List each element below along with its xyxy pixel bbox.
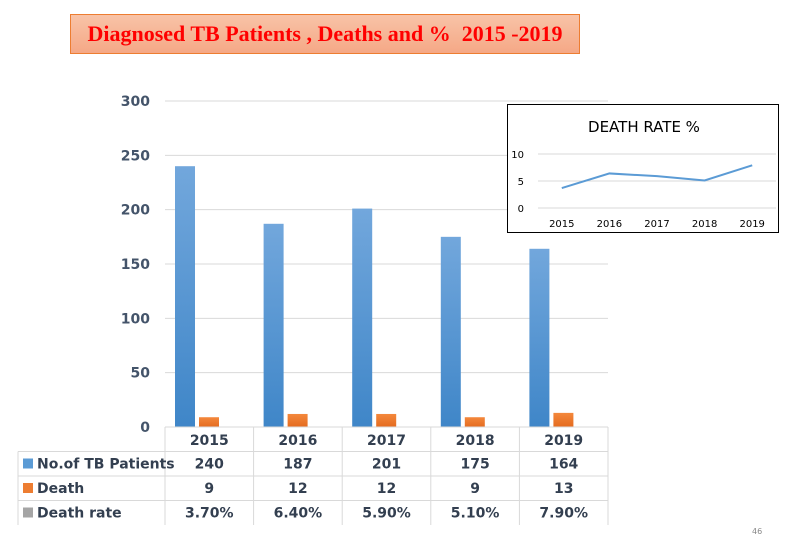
y-tick-label: 200 [121, 203, 150, 219]
y-tick-label: 50 [131, 366, 151, 382]
inset-y-tick-label: 0 [518, 204, 524, 215]
y-tick-label: 300 [121, 94, 150, 110]
y-tick-label: 250 [121, 148, 150, 164]
table-cell-value: 5.10% [451, 506, 500, 522]
inset-x-tick-label: 2019 [739, 219, 764, 230]
inset-y-tick-label: 5 [518, 177, 524, 188]
bar-patients [440, 236, 461, 427]
x-category-label: 2019 [544, 433, 583, 449]
x-category-label: 2018 [456, 433, 495, 449]
bar-death [376, 413, 397, 427]
table-cell-value: 12 [288, 481, 307, 497]
y-tick-label: 100 [121, 311, 150, 327]
x-category-label: 2017 [367, 433, 406, 449]
bar-patients [263, 223, 284, 427]
table-cell-value: 187 [283, 457, 312, 473]
title-banner: Diagnosed TB Patients , Deaths and % 201… [70, 14, 580, 54]
bar-death [287, 413, 308, 427]
table-cell-value: 7.90% [539, 506, 588, 522]
y-tick-label: 150 [121, 257, 150, 273]
x-category-label: 2015 [190, 433, 229, 449]
legend-label: No.of TB Patients [37, 457, 175, 473]
bar-death [464, 417, 485, 427]
table-cell-value: 12 [377, 481, 396, 497]
legend-swatch [23, 483, 33, 493]
bar-death [199, 417, 219, 427]
legend-swatch [23, 458, 33, 469]
bar-patients [352, 208, 373, 427]
table-cell-value: 5.90% [362, 506, 411, 522]
legend-swatch [23, 507, 33, 518]
legend-label: Death rate [37, 506, 122, 522]
legend-label: Death [37, 481, 84, 497]
table-cell-value: 9 [204, 481, 214, 497]
bar-death [553, 412, 574, 427]
bar-patients [529, 248, 550, 427]
inset-x-tick-label: 2018 [692, 219, 717, 230]
bar-patients [175, 166, 195, 427]
inset-x-tick-label: 2016 [597, 219, 622, 230]
inset-line-series [561, 164, 753, 189]
chart-title: Diagnosed TB Patients , Deaths and % 201… [87, 21, 563, 46]
inset-x-tick-label: 2017 [644, 219, 669, 230]
table-cell-value: 3.70% [185, 506, 234, 522]
inset-title: DEATH RATE % [588, 118, 700, 136]
death-rate-inset-chart: DEATH RATE % 0 5 10 2015 2016 2017 2018 2019 [507, 104, 779, 233]
inset-line-chart: DEATH RATE % 0 5 10 2015 2016 2017 2018 2019 [511, 118, 776, 230]
table-cell-value: 175 [460, 457, 489, 473]
x-category-label: 2016 [278, 433, 317, 449]
inset-x-tick-label: 2015 [549, 219, 574, 230]
y-tick-label: 0 [140, 420, 150, 436]
table-cell-value: 201 [372, 457, 401, 473]
inset-y-tick-label: 10 [511, 150, 524, 161]
table-cell-value: 13 [554, 481, 573, 497]
table-cell-value: 240 [195, 457, 224, 473]
page-number: 46 [752, 527, 763, 536]
table-cell-value: 164 [549, 457, 578, 473]
table-cell-value: 9 [470, 481, 480, 497]
table-cell-value: 6.40% [274, 506, 323, 522]
